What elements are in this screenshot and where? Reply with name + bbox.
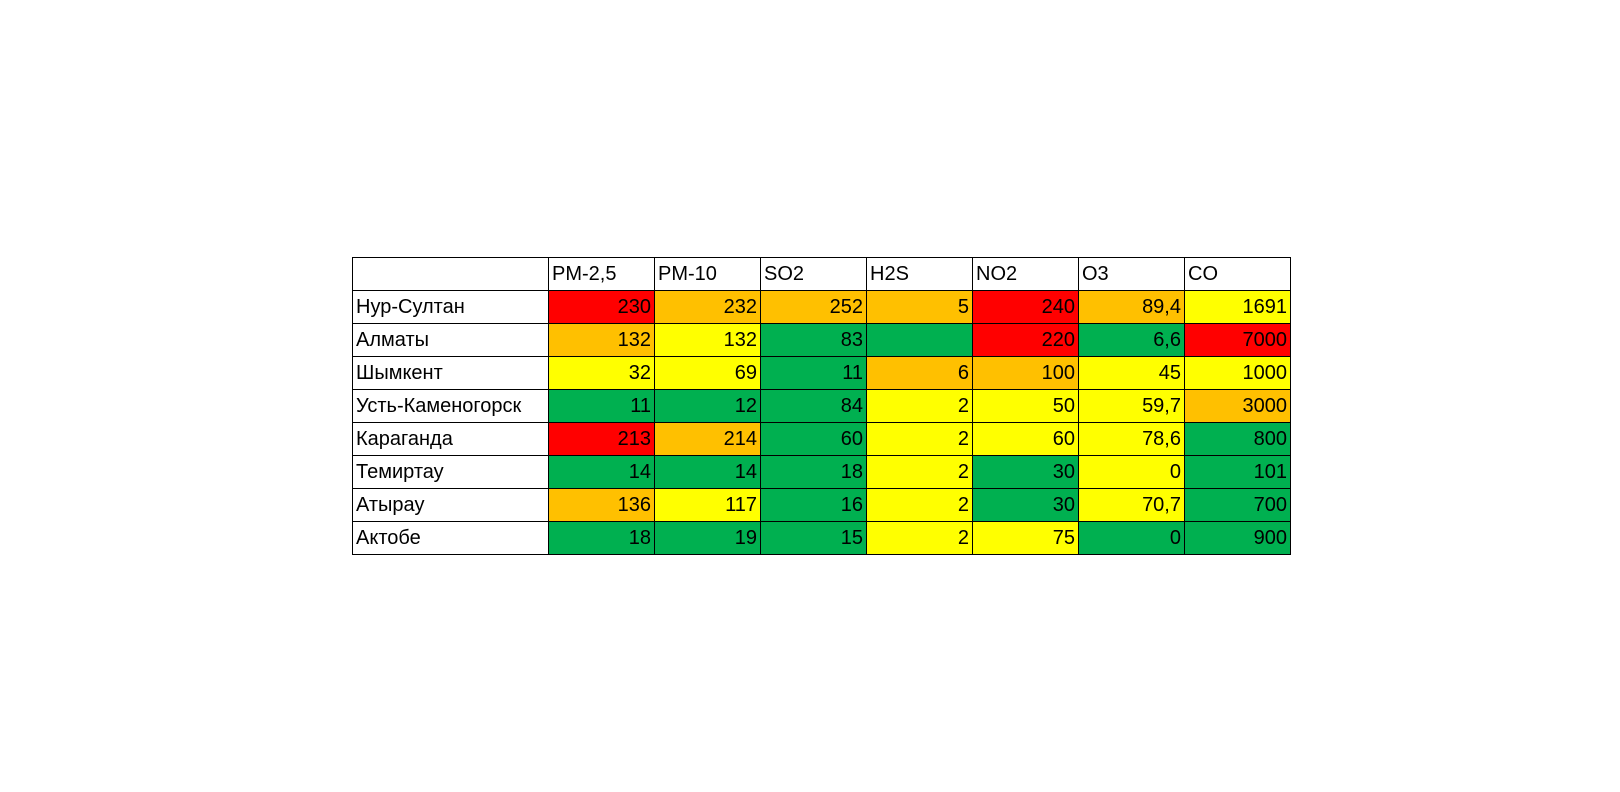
header-row: PM-2,5 PM-10 SO2 H2S NO2 O3 CO [352, 257, 1291, 291]
value-cell: 50 [972, 389, 1079, 423]
city-name-cell: Усть-Каменогорск [352, 389, 549, 423]
value-cell [866, 323, 973, 357]
value-cell: 252 [760, 290, 867, 324]
table-row: Актобе 18 19 15 2 75 0 900 [352, 521, 1291, 555]
pollution-table: PM-2,5 PM-10 SO2 H2S NO2 O3 CO Нур-Султан 230 232… [352, 257, 1291, 555]
city-name-cell: Нур-Султан [352, 290, 549, 324]
value-cell: 6,6 [1078, 323, 1185, 357]
value-cell: 30 [972, 455, 1079, 489]
city-name-cell: Караганда [352, 422, 549, 456]
value-cell: 240 [972, 290, 1079, 324]
table-row: Нур-Султан 230 232 252 5 240 89,4 1691 [352, 290, 1291, 324]
value-cell: 75 [972, 521, 1079, 555]
value-cell: 3000 [1184, 389, 1291, 423]
value-cell: 59,7 [1078, 389, 1185, 423]
table-row: Усть-Каменогорск 11 12 84 2 50 59,7 3000 [352, 389, 1291, 423]
value-cell: 132 [654, 323, 761, 357]
value-cell: 11 [548, 389, 655, 423]
value-cell: 230 [548, 290, 655, 324]
column-header: O3 [1078, 257, 1185, 291]
column-header: SO2 [760, 257, 867, 291]
value-cell: 19 [654, 521, 761, 555]
value-cell: 232 [654, 290, 761, 324]
value-cell: 12 [654, 389, 761, 423]
table-row: Шымкент 32 69 11 6 100 45 1000 [352, 356, 1291, 390]
city-name-cell: Темиртау [352, 455, 549, 489]
value-cell: 2 [866, 455, 973, 489]
column-header: NO2 [972, 257, 1079, 291]
value-cell: 60 [760, 422, 867, 456]
value-cell: 1691 [1184, 290, 1291, 324]
value-cell: 16 [760, 488, 867, 522]
value-cell: 132 [548, 323, 655, 357]
table-row: Алматы 132 132 83 220 6,6 7000 [352, 323, 1291, 357]
value-cell: 2 [866, 422, 973, 456]
pollution-table-body: PM-2,5 PM-10 SO2 H2S NO2 O3 CO Нур-Султан 230 232… [352, 257, 1291, 555]
column-header: H2S [866, 257, 973, 291]
city-name-cell: Актобе [352, 521, 549, 555]
value-cell: 15 [760, 521, 867, 555]
table-row: Атырау 136 117 16 2 30 70,7 700 [352, 488, 1291, 522]
value-cell: 45 [1078, 356, 1185, 390]
value-cell: 117 [654, 488, 761, 522]
value-cell: 214 [654, 422, 761, 456]
value-cell: 7000 [1184, 323, 1291, 357]
value-cell: 2 [866, 521, 973, 555]
table-row: Караганда 213 214 60 2 60 78,6 800 [352, 422, 1291, 456]
value-cell: 78,6 [1078, 422, 1185, 456]
city-name-cell: Алматы [352, 323, 549, 357]
value-cell: 1000 [1184, 356, 1291, 390]
value-cell: 32 [548, 356, 655, 390]
city-name-cell: Атырау [352, 488, 549, 522]
column-header: CO [1184, 257, 1291, 291]
value-cell: 700 [1184, 488, 1291, 522]
column-header: PM-10 [654, 257, 761, 291]
city-name-cell: Шымкент [352, 356, 549, 390]
value-cell: 213 [548, 422, 655, 456]
value-cell: 100 [972, 356, 1079, 390]
value-cell: 60 [972, 422, 1079, 456]
value-cell: 18 [548, 521, 655, 555]
value-cell: 30 [972, 488, 1079, 522]
value-cell: 900 [1184, 521, 1291, 555]
value-cell: 136 [548, 488, 655, 522]
value-cell: 14 [548, 455, 655, 489]
value-cell: 11 [760, 356, 867, 390]
value-cell: 70,7 [1078, 488, 1185, 522]
table-row: Темиртау 14 14 18 2 30 0 101 [352, 455, 1291, 489]
value-cell: 101 [1184, 455, 1291, 489]
value-cell: 5 [866, 290, 973, 324]
value-cell: 2 [866, 389, 973, 423]
value-cell: 0 [1078, 455, 1185, 489]
column-header: PM-2,5 [548, 257, 655, 291]
corner-cell [352, 257, 549, 291]
value-cell: 84 [760, 389, 867, 423]
value-cell: 89,4 [1078, 290, 1185, 324]
value-cell: 800 [1184, 422, 1291, 456]
value-cell: 18 [760, 455, 867, 489]
value-cell: 220 [972, 323, 1079, 357]
value-cell: 14 [654, 455, 761, 489]
value-cell: 6 [866, 356, 973, 390]
value-cell: 83 [760, 323, 867, 357]
value-cell: 0 [1078, 521, 1185, 555]
value-cell: 69 [654, 356, 761, 390]
value-cell: 2 [866, 488, 973, 522]
